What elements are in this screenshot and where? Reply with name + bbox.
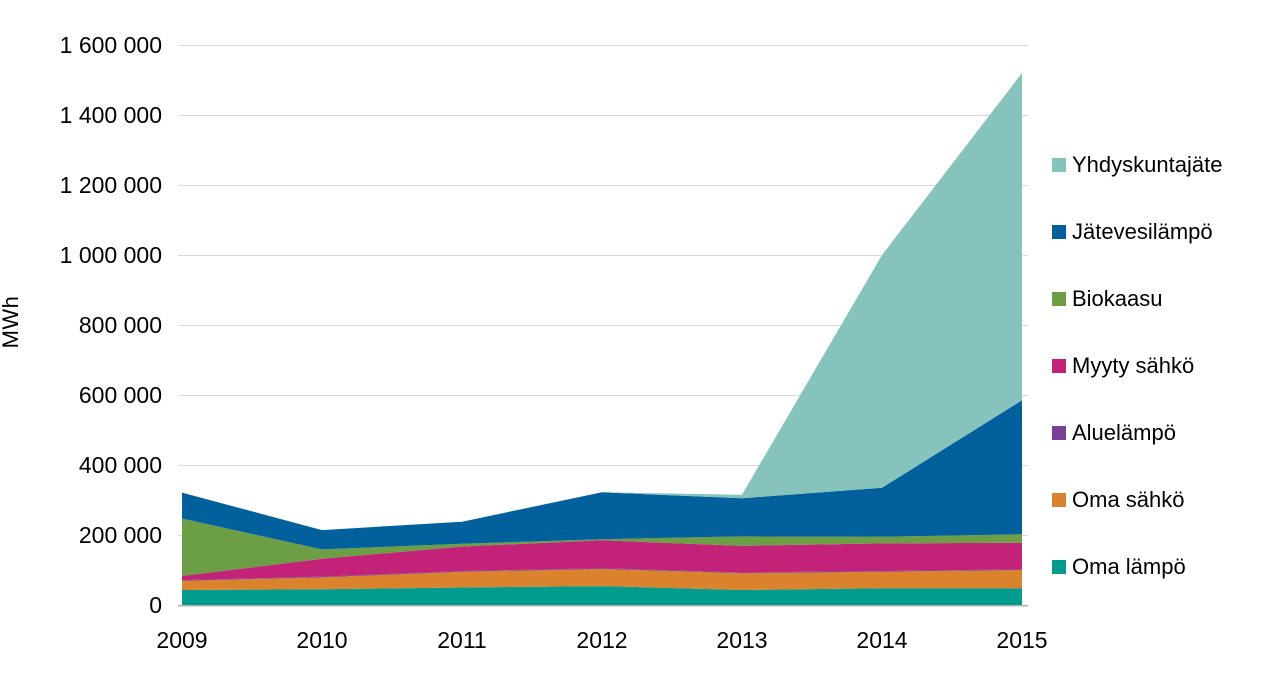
legend-label: Jätevesilämpö xyxy=(1072,219,1213,244)
legend-label: Oma lämpö xyxy=(1072,554,1186,579)
legend-swatch-icon xyxy=(1052,493,1066,507)
legend: Yhdyskuntajäte Jätevesilämpö Biokaasu Myyty… xyxy=(1052,152,1223,623)
area-series-oma-s-hk- xyxy=(182,568,1022,590)
legend-item-myyty-s-hk-: Myyty sähkö xyxy=(1052,353,1222,378)
legend-item-yhdyskuntaj-te: Yhdyskuntajäte xyxy=(1052,152,1223,177)
y-tick-label: 1 200 000 xyxy=(60,172,162,198)
y-tick-label: 800 000 xyxy=(79,312,162,338)
y-tick-label: 1 400 000 xyxy=(60,102,162,128)
legend-swatch-icon xyxy=(1052,158,1066,172)
y-tick-label: 0 xyxy=(149,592,162,618)
y-tick-label: 600 000 xyxy=(79,382,162,408)
legend-label: Aluelämpö xyxy=(1072,420,1176,445)
legend-item-biokaasu: Biokaasu xyxy=(1052,286,1222,311)
legend-label: Biokaasu xyxy=(1072,286,1163,311)
y-axis-title: MWh xyxy=(0,295,23,349)
legend-swatch-icon xyxy=(1052,292,1066,306)
y-tick-label: 400 000 xyxy=(79,452,162,478)
y-tick-label: 1 600 000 xyxy=(60,32,162,58)
legend-swatch-icon xyxy=(1052,359,1066,373)
x-tick-label: 2015 xyxy=(996,627,1047,653)
legend-label: Oma sähkö xyxy=(1072,487,1185,512)
x-tick-label: 2009 xyxy=(156,627,207,653)
area-series-myyty-s-hk- xyxy=(182,540,1022,581)
legend-swatch-icon xyxy=(1052,225,1066,239)
x-tick-label: 2012 xyxy=(576,627,627,653)
area-series-j-tevesil-mp- xyxy=(182,400,1022,550)
x-tick-label: 2011 xyxy=(437,627,486,653)
y-tick-label: 200 000 xyxy=(79,522,162,548)
legend-label: Yhdyskuntajäte xyxy=(1072,152,1223,177)
legend-swatch-icon xyxy=(1052,426,1066,440)
legend-item-oma-l-mp-: Oma lämpö xyxy=(1052,554,1222,579)
legend-item-j-tevesil-mp-: Jätevesilämpö xyxy=(1052,219,1222,244)
legend-item-aluel-mp-: Aluelämpö xyxy=(1052,420,1222,445)
area-series-oma-l-mp- xyxy=(182,586,1022,605)
x-tick-label: 2013 xyxy=(716,627,767,653)
x-tick-label: 2010 xyxy=(296,627,347,653)
legend-label: Myyty sähkö xyxy=(1072,353,1195,378)
legend-item-oma-s-hk-: Oma sähkö xyxy=(1052,487,1222,512)
x-tick-label: 2014 xyxy=(856,627,907,653)
area-series-yhdyskuntaj-te xyxy=(182,73,1022,531)
legend-swatch-icon xyxy=(1052,560,1066,574)
y-tick-label: 1 000 000 xyxy=(60,242,162,268)
